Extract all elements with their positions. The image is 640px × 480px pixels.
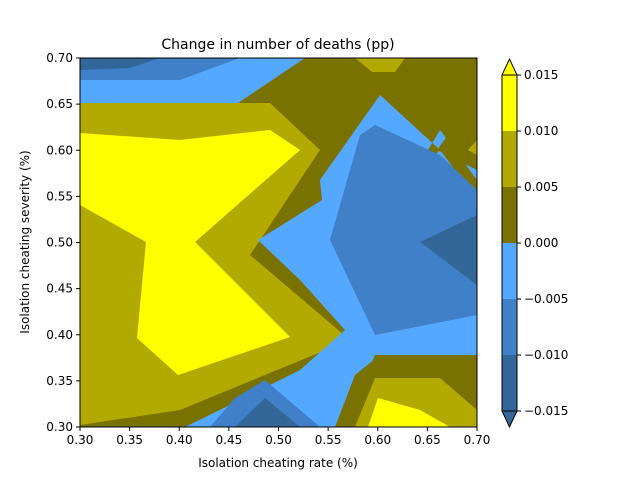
- x-axis: 0.30 0.35 0.40 0.45 0.50 0.55 0.60 0.65 0.70: [67, 427, 491, 447]
- x-tick-label: 0.65: [414, 433, 441, 447]
- y-axis: 0.30 0.35 0.40 0.45 0.50 0.55 0.60 0.65 0.70: [46, 51, 80, 434]
- contour-band-minus0.015-minus0.010-bottom: [235, 398, 300, 427]
- x-tick-label: 0.55: [315, 433, 342, 447]
- x-tick-label: 0.70: [464, 433, 491, 447]
- colorbar-tick-label: 0.005: [524, 180, 558, 194]
- y-tick-label: 0.50: [46, 236, 73, 250]
- colorbar-band: [502, 187, 517, 243]
- contour-band-minus0.010-minus0.005-mid: [330, 125, 477, 335]
- y-tick-label: 0.35: [46, 374, 73, 388]
- contour-band-minus0.015-minus0.010-mid: [420, 215, 477, 285]
- y-tick-label: 0.65: [46, 97, 73, 111]
- colorbar-extend-min: [501, 410, 518, 429]
- colorbar-tick-label: −0.005: [524, 292, 568, 306]
- contour-area: [80, 58, 477, 427]
- x-tick-label: 0.40: [166, 433, 193, 447]
- y-tick-label: 0.30: [46, 420, 73, 434]
- contour-band-0-0.005-right: [437, 95, 477, 170]
- colorbar-band: [502, 243, 517, 299]
- colorbar-band: [502, 355, 517, 411]
- colorbar-band: [502, 75, 517, 131]
- x-tick-label: 0.35: [116, 433, 143, 447]
- chart-title: Change in number of deaths (pp): [161, 37, 394, 53]
- colorbar-tick-label: −0.015: [524, 404, 568, 418]
- contour-band-0.010-0.015: [80, 130, 300, 375]
- colorbar-tick-label: −0.010: [524, 348, 568, 362]
- y-tick-label: 0.40: [46, 328, 73, 342]
- colorbar-extend-max: [501, 57, 518, 76]
- contour-band-0.005-0.010-right: [468, 140, 477, 155]
- colorbar-band: [502, 299, 517, 355]
- x-tick-label: 0.30: [67, 433, 94, 447]
- contour-band-0.010-0.015-top: [355, 58, 405, 72]
- colorbar-band: [502, 131, 517, 187]
- colorbar: −0.015 −0.010 −0.005 0.000 0.005 0.010 0.015: [501, 57, 568, 429]
- colorbar-tick-label: 0.015: [524, 68, 558, 82]
- y-tick-label: 0.45: [46, 282, 73, 296]
- contour-band-0.010-0.015-bottom-right: [368, 398, 450, 427]
- x-tick-label: 0.45: [216, 433, 243, 447]
- colorbar-tick-label: 0.000: [524, 236, 558, 250]
- x-tick-label: 0.60: [364, 433, 391, 447]
- x-axis-label: Isolation cheating rate (%): [198, 456, 358, 470]
- x-tick-label: 0.50: [265, 433, 292, 447]
- y-tick-label: 0.55: [46, 189, 73, 203]
- contour-band-minus0.015-minus0.010: [80, 58, 160, 70]
- y-axis-label: Isolation cheating severity (%): [18, 150, 32, 333]
- colorbar-tick-label: 0.010: [524, 124, 558, 138]
- y-tick-label: 0.60: [46, 143, 73, 157]
- y-tick-label: 0.70: [46, 51, 73, 65]
